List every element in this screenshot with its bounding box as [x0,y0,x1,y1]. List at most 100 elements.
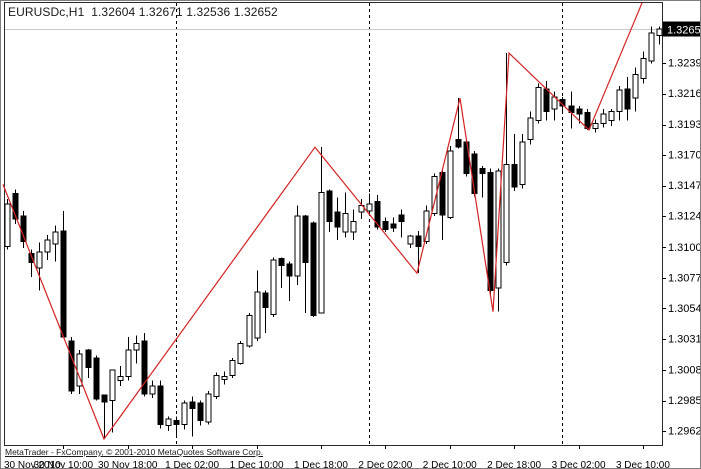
price-axis-label: 1.32395 [668,58,701,70]
candle-bull [632,73,639,99]
time-axis-label: 30 Nov 18:00 [98,460,158,469]
candle-bull [165,418,172,427]
candle-bull [519,141,526,185]
candle-bear [479,167,486,175]
candle-bull [254,291,261,339]
candle-bull [4,203,11,248]
candle-bear [398,214,405,222]
candle-bull [350,220,357,233]
price-axis-label: 1.31470 [668,180,701,192]
candle-bear [415,235,422,248]
candle-bull [608,110,615,122]
time-axis-label: 1 Dec 02:00 [165,460,219,469]
candle-bear [60,230,67,338]
plot-border [4,2,663,446]
candle-bull [407,235,414,245]
candle-bear [511,163,518,188]
candle-bear [624,88,631,110]
candle-bull [294,215,301,277]
price-axis-label: 1.31005 [668,242,701,254]
candle-bear [12,193,19,220]
time-axis-label: 30 Nov 2010 [4,460,61,469]
candle-bear [93,357,100,400]
candle-bear [85,349,92,368]
candle-bull [503,163,510,264]
candle-bull [447,150,454,219]
time-axis-label: 30 Nov 10:00 [34,460,94,469]
candle-bull [205,393,212,423]
candle-bear [197,402,204,421]
candle-bull [246,315,253,347]
time-axis-label: 3 Dec 10:00 [616,460,670,469]
time-axis-label: 2 Dec 10:00 [423,460,477,469]
candle-bear [286,263,293,277]
candle-bear [262,292,269,309]
candle-bear [310,222,317,317]
candle-bull [600,113,607,124]
price-axis-label: 1.29620 [668,426,701,438]
candle-bear [455,138,462,148]
candle-bear [326,190,333,222]
candle-bull [527,117,534,140]
candle-bull [656,28,663,36]
price-axis-label: 1.31240 [668,211,701,223]
chart-title: EURUSDc,H1 1.32604 1.32671 1.32536 1.326… [8,5,278,19]
price-axis-label: 1.32165 [668,88,701,100]
candle-bear [487,171,494,291]
price-axis-label: 1.30775 [668,272,701,284]
candle-bull [237,343,244,364]
price-axis-label: 1.31700 [668,150,701,162]
candle-bull [149,385,156,395]
candle-bull [648,32,655,62]
candle-bear [471,153,478,195]
candle-bear [374,201,381,228]
candle-bear [390,223,397,229]
candle-bull [640,57,647,79]
candle-bull [431,175,438,215]
candle-bear [141,340,148,395]
candle-bear [189,401,196,409]
time-axis-label: 1 Dec 10:00 [230,460,284,469]
candle-bear [302,215,309,264]
current-price-tag-label: 1.32652 [667,25,701,37]
candle-bull [342,213,349,233]
candle-bull [535,87,542,122]
zigzag-indicator-line [2,2,643,441]
candle-bear [101,394,108,403]
candle-bear [28,252,35,264]
candle-bear [157,385,164,425]
time-axis-label: 2 Dec 02:00 [358,460,412,469]
time-axis-label: 3 Dec 02:00 [552,460,606,469]
candle-bull [109,369,116,402]
candle-bull [270,259,277,315]
candle-bull [318,191,325,314]
price-axis-label: 1.31930 [668,119,701,131]
candle-bull [36,251,43,269]
price-axis-label: 1.30545 [668,303,701,315]
candle-bear [173,419,180,425]
candle-bull [52,231,59,245]
price-axis-label: 1.29850 [668,395,701,407]
candle-bull [221,376,228,380]
price-axis-label: 1.30080 [668,365,701,377]
candle-bull [117,376,124,382]
candle-bull [213,374,220,398]
candle-bull [229,360,236,376]
candle-bull [133,343,140,351]
time-axis-label: 2 Dec 18:00 [487,460,541,469]
current-price-tag [663,21,700,37]
candle-bear [334,211,341,228]
candle-bull [181,402,188,425]
candle-bull [592,122,599,130]
candle-bull [44,239,51,253]
candle-bear [576,108,583,115]
candle-bear [68,340,75,392]
candle-bear [278,258,285,266]
copyright-line: MetaTrader - FxCompany, © 2001-2010 Meta… [5,447,264,457]
candle-bull [616,89,623,112]
time-axis-label: 1 Dec 18:00 [294,460,348,469]
candle-bull [366,203,373,212]
candle-bear [543,88,550,112]
